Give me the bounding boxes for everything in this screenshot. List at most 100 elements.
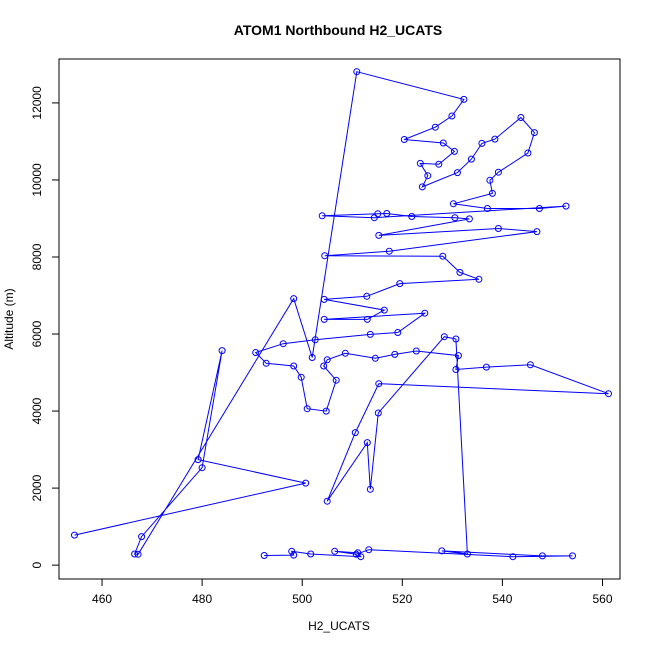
data-point: [323, 356, 331, 364]
data-point: [380, 306, 388, 314]
data-point: [439, 139, 447, 147]
data-point: [438, 547, 446, 555]
data-point: [353, 68, 361, 76]
data-point: [374, 409, 382, 417]
data-point: [439, 252, 447, 260]
data-point: [478, 139, 486, 147]
data-point: [494, 225, 502, 232]
data-point: [535, 205, 543, 212]
data-point: [456, 268, 464, 276]
data-point: [357, 553, 365, 561]
data-point: [308, 354, 316, 361]
data-point: [351, 429, 359, 437]
data-point: [365, 546, 373, 554]
data-point: [451, 214, 459, 222]
data-point: [383, 210, 391, 217]
data-point: [198, 464, 206, 472]
data-point: [297, 373, 305, 381]
series-layer: [71, 68, 612, 561]
data-point: [375, 231, 383, 239]
data-point: [452, 335, 460, 343]
data-point: [400, 136, 408, 143]
data-point: [262, 359, 270, 367]
data-point: [371, 354, 379, 362]
data-point: [421, 309, 429, 317]
data-point: [252, 349, 260, 356]
data-point: [569, 552, 576, 560]
data-point: [322, 407, 330, 415]
x-tick-label: 520: [392, 592, 412, 606]
data-point: [138, 533, 146, 541]
data-point: [366, 485, 374, 493]
data-point: [332, 376, 340, 384]
data-point: [366, 330, 374, 338]
data-point: [370, 214, 378, 222]
x-tick-label: 500: [292, 592, 312, 606]
data-point: [530, 129, 538, 137]
data-point: [363, 292, 371, 300]
data-point: [424, 172, 432, 180]
data-point: [408, 213, 416, 220]
data-point: [448, 112, 456, 120]
data-point: [452, 366, 460, 373]
data-point: [341, 349, 349, 357]
y-axis: 0 2000 4000 6000 8000 10000 12000: [30, 86, 59, 568]
data-point: [71, 531, 78, 539]
y-tick-label: 10000: [30, 163, 44, 197]
x-tick-label: 480: [192, 592, 212, 606]
y-tick-label: 4000: [30, 397, 44, 424]
data-point: [494, 168, 502, 176]
data-point: [467, 155, 475, 163]
data-point: [374, 210, 382, 218]
data-point: [290, 295, 298, 303]
data-point: [440, 333, 448, 341]
data-point: [318, 212, 326, 220]
data-point: [320, 295, 328, 303]
data-point: [290, 551, 298, 559]
data-point: [303, 405, 311, 413]
data-point: [538, 552, 546, 560]
series-line: [74, 71, 609, 558]
data-point: [320, 362, 328, 370]
data-point: [509, 553, 517, 561]
x-tick-label: 560: [592, 592, 612, 606]
y-axis-label: Altitude (m): [2, 288, 16, 349]
data-point: [449, 200, 457, 208]
x-tick-label: 460: [92, 592, 112, 606]
y-tick-label: 2000: [30, 474, 44, 501]
data-point: [302, 479, 310, 487]
data-point: [488, 189, 496, 197]
data-point: [475, 275, 483, 283]
data-point: [288, 547, 296, 555]
data-point: [454, 352, 462, 360]
data-point: [533, 228, 541, 236]
data-point: [524, 149, 532, 157]
data-point: [450, 147, 458, 155]
data-point: [526, 361, 534, 369]
data-point: [321, 252, 329, 260]
chart-title: ATOM1 Northbound H2_UCATS: [234, 22, 442, 38]
data-point: [394, 329, 402, 336]
data-point: [453, 169, 461, 177]
data-point: [134, 550, 142, 558]
data-point: [562, 202, 570, 210]
data-point: [363, 315, 371, 323]
data-point: [412, 347, 420, 355]
data-point: [517, 114, 525, 121]
data-point: [418, 183, 426, 191]
data-point: [307, 550, 315, 558]
y-tick-label: 0: [30, 561, 44, 568]
data-point: [435, 160, 443, 168]
data-point: [311, 336, 319, 344]
data-point: [491, 135, 499, 143]
data-point: [482, 363, 490, 371]
plot-frame: [58, 58, 621, 580]
y-tick-label: 8000: [30, 243, 44, 270]
data-point: [290, 362, 298, 370]
data-point: [320, 315, 328, 323]
data-point: [396, 280, 404, 288]
data-point: [131, 550, 139, 558]
data-point: [465, 215, 473, 223]
data-point: [431, 123, 439, 131]
